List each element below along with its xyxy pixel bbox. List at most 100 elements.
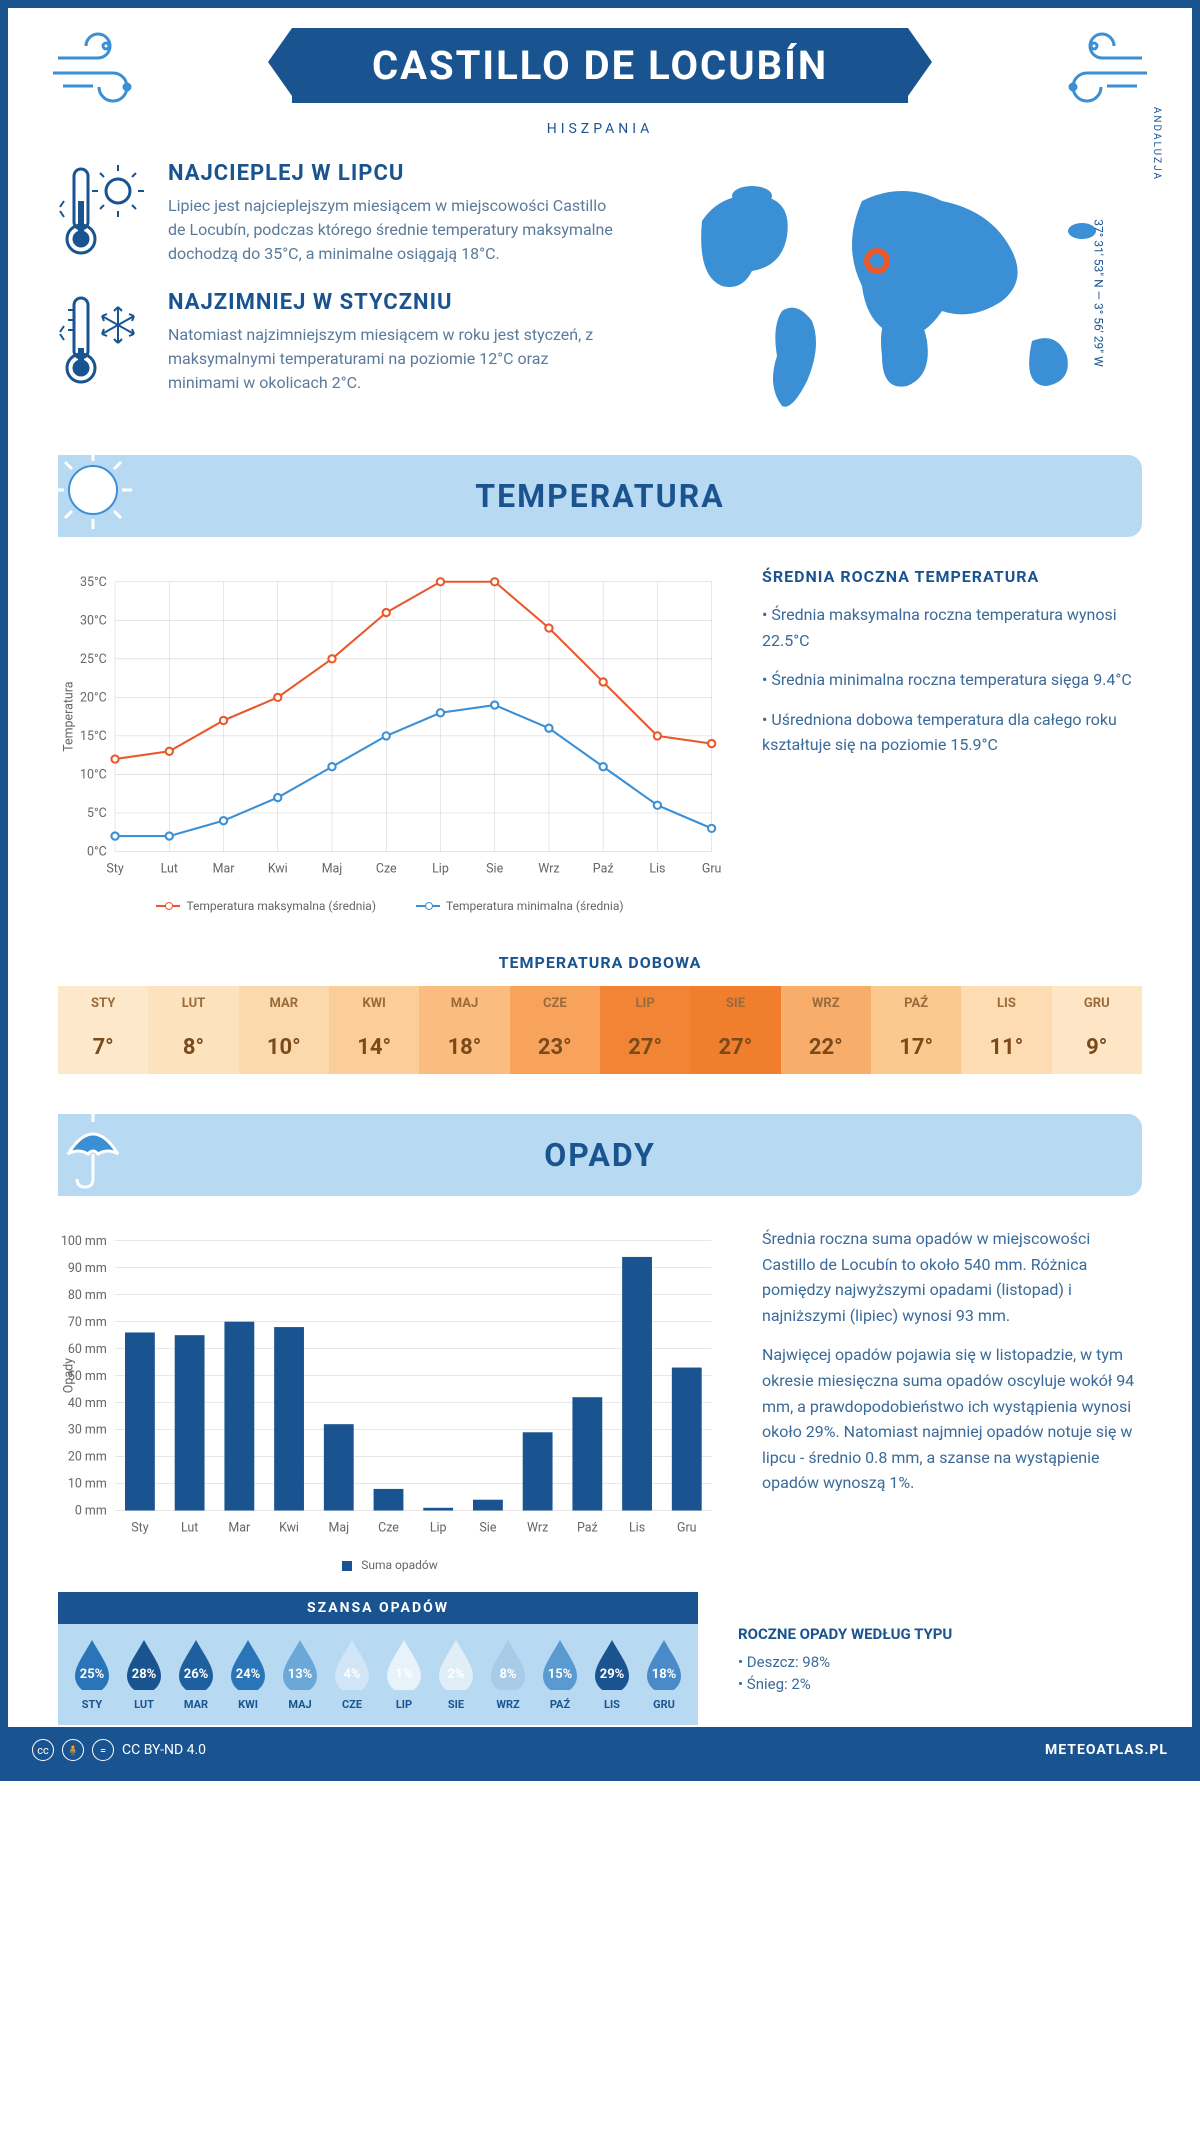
svg-text:Lis: Lis [629,1520,645,1535]
svg-text:35°C: 35°C [80,575,107,590]
svg-text:5°C: 5°C [87,806,107,821]
svg-text:60 mm: 60 mm [68,1342,107,1357]
temp-summary-title: ŚREDNIA ROCZNA TEMPERATURA [762,567,1142,586]
daily-temp-month: LIS [961,986,1051,1021]
daily-temp-value: 17° [871,1021,961,1074]
intro-section: NAJCIEPLEJ W LIPCU Lipiec jest najcieple… [8,161,1192,455]
chance-drop: 8% WRZ [482,1638,534,1711]
hottest-block: NAJCIEPLEJ W LIPCU Lipiec jest najcieple… [58,161,622,266]
precipitation-heading: OPADY [544,1136,656,1174]
svg-text:Paź: Paź [593,861,614,876]
chance-drop: 24% KWI [222,1638,274,1711]
temp-bullet: • Średnia minimalna roczna temperatura s… [762,667,1142,693]
svg-text:70 mm: 70 mm [68,1315,107,1330]
svg-text:10 mm: 10 mm [68,1477,107,1492]
daily-temp-value: 11° [961,1021,1051,1074]
precipitation-section-title: OPADY [58,1114,1142,1196]
svg-text:Temperatura: Temperatura [62,681,77,752]
daily-temp-title: TEMPERATURA DOBOWA [58,953,1142,972]
svg-text:Kwi: Kwi [279,1520,299,1535]
svg-text:30 mm: 30 mm [68,1423,107,1438]
cc-icon: cc [32,1739,54,1761]
precipitation-legend: Suma opadów [58,1558,722,1572]
precip-paragraph: Średnia roczna suma opadów w miejscowośc… [762,1226,1142,1328]
svg-text:Lip: Lip [430,1520,447,1535]
chance-drop: 26% MAR [170,1638,222,1711]
svg-text:26%: 26% [184,1667,209,1682]
temperature-legend: Temperatura maksymalna (średnia) Tempera… [58,899,722,913]
svg-text:Cze: Cze [376,861,397,876]
precipitation-bar-chart: 0 mm10 mm20 mm30 mm40 mm50 mm60 mm70 mm8… [58,1226,722,1572]
daily-temp-value: 14° [329,1021,419,1074]
temperature-summary: ŚREDNIA ROCZNA TEMPERATURA • Średnia mak… [762,567,1142,913]
svg-text:1%: 1% [395,1667,412,1682]
by-icon: 🧍 [62,1739,84,1761]
svg-text:10°C: 10°C [80,768,107,783]
legend-max-label: Temperatura maksymalna (średnia) [186,899,376,913]
daily-temp-month: CZE [510,986,600,1021]
precipitation-content: 0 mm10 mm20 mm30 mm40 mm50 mm60 mm70 mm8… [8,1226,1192,1592]
svg-text:28%: 28% [132,1667,157,1682]
precip-paragraph: Najwięcej opadów pojawia się w listopadz… [762,1342,1142,1496]
svg-text:Sie: Sie [479,1520,496,1535]
hottest-text: NAJCIEPLEJ W LIPCU Lipiec jest najcieple… [168,161,622,266]
nd-icon: = [92,1739,114,1761]
svg-text:Wrz: Wrz [538,861,559,876]
coldest-body: Natomiast najzimniejszym miesiącem w rok… [168,323,622,395]
daily-temperature-table: TEMPERATURA DOBOWA STYLUTMARKWIMAJCZELIP… [8,953,1192,1114]
svg-text:Opady: Opady [62,1358,77,1393]
svg-text:Lip: Lip [432,861,449,876]
daily-temp-value-row: 7°8°10°14°18°23°27°27°22°17°11°9° [58,1021,1142,1074]
svg-text:29%: 29% [600,1667,625,1682]
legend-min-label: Temperatura minimalna (średnia) [446,899,624,913]
coldest-title: NAJZIMNIEJ W STYCZNIU [168,290,622,315]
precip-legend-label: Suma opadów [361,1558,438,1572]
map-column: ANDALUZJA 37° 31' 53" N — 3° 56' 29" W [662,161,1142,425]
temp-bullet: • Średnia maksymalna roczna temperatura … [762,602,1142,653]
svg-text:Lut: Lut [181,1520,198,1535]
svg-text:Maj: Maj [322,861,343,876]
svg-text:13%: 13% [288,1667,313,1682]
svg-text:80 mm: 80 mm [68,1288,107,1303]
svg-text:24%: 24% [236,1667,261,1682]
svg-text:Cze: Cze [378,1520,399,1535]
chance-drops-row: 25% STY 28% LUT 26% MAR 24% KWI 13% MAJ [58,1624,698,1715]
daily-temp-value: 8° [148,1021,238,1074]
svg-text:30°C: 30°C [80,613,107,628]
daily-temp-header-row: STYLUTMARKWIMAJCZELIPSIEWRZPAŹLISGRU [58,986,1142,1021]
svg-text:15%: 15% [548,1667,573,1682]
svg-text:4%: 4% [343,1667,360,1682]
site-name: METEOATLAS.PL [1045,1742,1168,1758]
svg-text:Paź: Paź [577,1520,598,1535]
svg-text:Sty: Sty [131,1520,148,1535]
svg-text:25%: 25% [80,1667,105,1682]
chance-drop: 4% CZE [326,1638,378,1711]
temperature-content: 0°C5°C10°C15°C20°C25°C30°C35°CStyLutMarK… [8,567,1192,933]
legend-swatch [342,1561,352,1571]
page-title: CASTILLO DE LOCUBÍN [292,28,908,103]
temperature-heading: TEMPERATURA [475,477,724,515]
chance-drop: 1% LIP [378,1638,430,1711]
coldest-block: NAJZIMNIEJ W STYCZNIU Natomiast najzimni… [58,290,622,395]
svg-text:20 mm: 20 mm [68,1450,107,1465]
region-label: ANDALUZJA [1151,107,1162,181]
thermometer-hot-icon [58,161,148,266]
hottest-body: Lipiec jest najcieplejszym miesiącem w m… [168,194,622,266]
svg-text:18%: 18% [652,1667,677,1682]
daily-temp-value: 27° [690,1021,780,1074]
chance-drop: 25% STY [66,1638,118,1711]
svg-text:Sie: Sie [486,861,503,876]
footer: cc 🧍 = CC BY-ND 4.0 METEOATLAS.PL [8,1727,1192,1773]
svg-text:90 mm: 90 mm [68,1261,107,1276]
daily-temp-month: WRZ [781,986,871,1021]
daily-temp-value: 10° [239,1021,329,1074]
svg-text:Sty: Sty [106,861,123,876]
daily-temp-month: KWI [329,986,419,1021]
svg-text:25°C: 25°C [80,652,107,667]
svg-text:Kwi: Kwi [268,861,288,876]
license-block: cc 🧍 = CC BY-ND 4.0 [32,1739,206,1761]
svg-text:Maj: Maj [328,1520,349,1535]
chance-drop: 15% PAŹ [534,1638,586,1711]
svg-text:Wrz: Wrz [527,1520,548,1535]
chance-drop: 2% SIE [430,1638,482,1711]
